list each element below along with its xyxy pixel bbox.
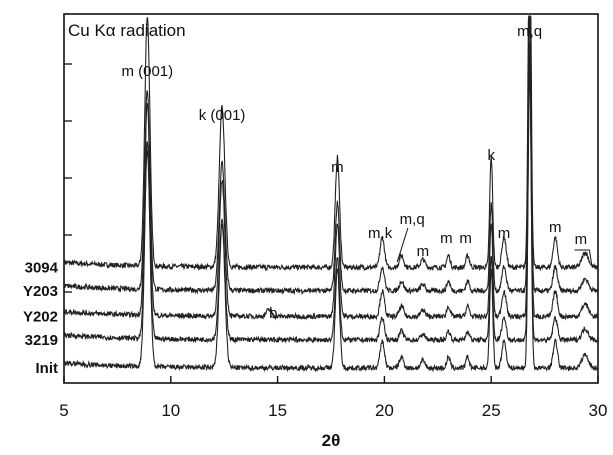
peak-label: m,q <box>517 23 542 40</box>
peak-label: m,k <box>368 225 393 242</box>
x-tick-label: 15 <box>268 401 287 420</box>
trace-3094 <box>63 15 599 272</box>
series-label: Y202 <box>23 309 58 326</box>
peak-label: m <box>575 231 588 248</box>
peak-label: m <box>331 159 344 176</box>
series-label: Init <box>36 360 59 377</box>
trace-y202 <box>63 15 599 321</box>
x-tick-label: 20 <box>375 401 394 420</box>
peak-label: k (001) <box>199 107 246 124</box>
x-axis-label: 2θ <box>322 431 341 450</box>
x-axis-ticks: 5 10 15 20 25 30 <box>59 63 608 420</box>
peak-label: b <box>269 305 277 322</box>
annotation-leader <box>396 227 409 263</box>
peak-label: m <box>549 219 562 236</box>
peak-label: m <box>459 230 472 247</box>
x-tick-label: 10 <box>161 401 180 420</box>
peak-label: m <box>440 230 453 247</box>
trace-3219 <box>63 68 599 345</box>
peak-label: m <box>498 225 511 242</box>
chart-title: Cu Kα radiation <box>68 21 186 40</box>
peak-label: m (001) <box>121 63 173 80</box>
trace-init <box>63 42 599 373</box>
trace-y203 <box>63 15 599 296</box>
peak-label: k <box>487 147 495 164</box>
peak-label: m <box>417 243 430 260</box>
x-tick-label: 30 <box>589 401 608 420</box>
series-label: 3219 <box>25 332 58 349</box>
x-tick-label: 25 <box>482 401 501 420</box>
series-label: Y203 <box>23 283 58 300</box>
x-tick-label: 5 <box>59 401 68 420</box>
plot-frame <box>63 13 599 384</box>
series-label: 3094 <box>25 259 59 276</box>
diffraction-traces <box>63 15 599 373</box>
peak-label: m,q <box>400 211 425 228</box>
annotation-leader <box>588 249 593 265</box>
series-labels: 3094 Y203 Y202 3219 Init <box>23 259 59 377</box>
